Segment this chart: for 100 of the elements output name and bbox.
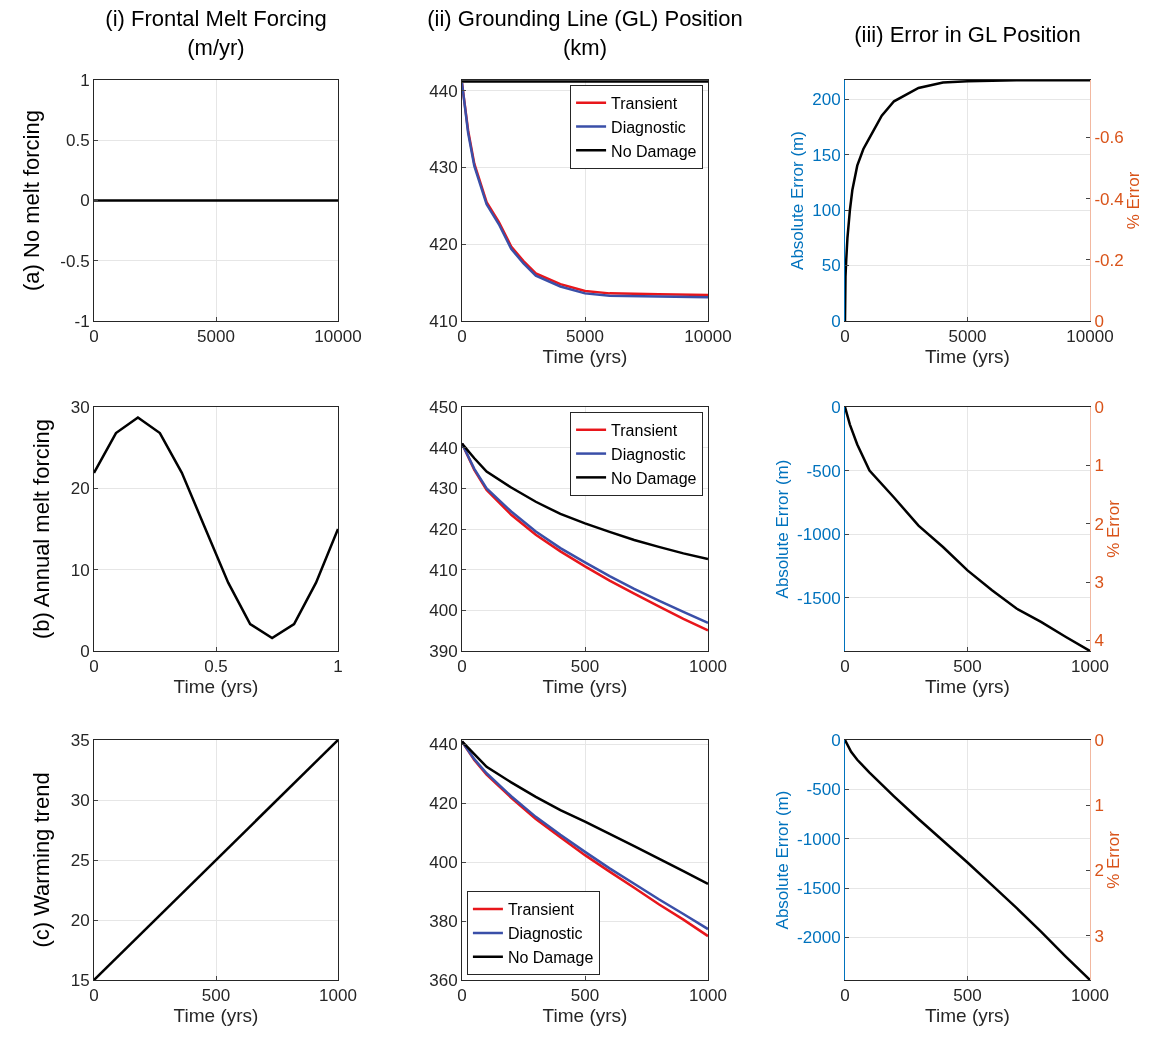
y-tick-label: 410 [429, 560, 458, 580]
y2-axis-title: % Error [1124, 171, 1144, 230]
line-series [845, 80, 1090, 321]
line-series [462, 740, 708, 886]
legend-label: No Damage [611, 469, 697, 487]
y2-tick-label: -0.4 [1094, 189, 1124, 209]
x-axis-title: Time (yrs) [925, 1005, 1010, 1027]
y-tick-label: 150 [812, 145, 841, 165]
x-axis-title: Time (yrs) [173, 1005, 259, 1027]
y2-tick-label: -0.2 [1094, 250, 1124, 270]
x-tick-label: 5000 [948, 327, 987, 347]
y2-tick-label: 0 [1094, 730, 1104, 750]
x-tick-label: 500 [953, 657, 982, 677]
y-tick-label: 420 [429, 794, 458, 814]
y-tick-label: 0 [831, 730, 841, 750]
x-tick-label: 1000 [689, 657, 727, 677]
y-tick-label: -1000 [797, 525, 841, 545]
legend-label: No Damage [507, 948, 594, 966]
x-tick-label: 1000 [689, 986, 727, 1006]
y2-axis-title: % Error [1104, 830, 1124, 889]
legend-label: Transient [507, 901, 575, 919]
y-tick-label: 15 [70, 970, 90, 990]
x-tick-label: 500 [570, 986, 600, 1006]
y-tick-label: 10 [70, 560, 90, 580]
y2-tick-label: 3 [1094, 926, 1104, 946]
x-axis-title: Time (yrs) [542, 676, 628, 698]
y-tick-label: 50 [821, 256, 841, 276]
y-tick-label: 360 [429, 970, 458, 990]
x-tick-label: 10000 [314, 327, 362, 347]
y-tick-label: 420 [429, 519, 458, 539]
y-tick-label: 430 [429, 158, 458, 178]
x-tick-label: 1000 [1071, 986, 1109, 1006]
x-tick-label: 5000 [197, 327, 235, 347]
y2-tick-label: -0.6 [1094, 128, 1124, 148]
line-series [845, 740, 1090, 980]
x-tick-label: 1 [333, 657, 343, 677]
y-axis-title: (a) No melt forcing [19, 110, 45, 291]
legend-label: Transient [611, 94, 678, 112]
y-tick-label: -0.5 [60, 251, 90, 271]
x-axis-title: Time (yrs) [542, 1005, 628, 1027]
y-axis-title: (c) Warming trend [29, 772, 55, 948]
x-tick-label: 1000 [1071, 657, 1109, 677]
chart-title: (i) Frontal Melt Forcing (m/yr) [105, 6, 327, 60]
y-tick-label: -1000 [797, 829, 841, 849]
y-tick-label: 100 [812, 200, 841, 220]
y-tick-label: 20 [70, 910, 90, 930]
chart-title: (iii) Error in GL Position [854, 21, 1081, 47]
x-tick-label: 500 [570, 657, 600, 677]
y-tick-label: 440 [429, 81, 458, 101]
y-tick-label: 200 [812, 90, 841, 110]
y-tick-label: -500 [806, 780, 841, 800]
y-tick-label: 20 [70, 479, 90, 499]
y-tick-label: 450 [429, 397, 458, 417]
y-tick-label: 440 [429, 735, 458, 755]
line-series [94, 416, 338, 640]
y2-tick-label: 1 [1094, 456, 1104, 476]
x-axis-title: Time (yrs) [173, 676, 259, 698]
y-axis-title: (b) Annual melt forcing [29, 418, 55, 640]
x-axis-title: Time (yrs) [542, 346, 628, 368]
y-tick-label: 0 [80, 641, 90, 661]
y-tick-label: 410 [429, 311, 458, 331]
y-tick-label: 0.5 [65, 131, 90, 151]
y-tick-label: 0 [80, 191, 90, 211]
x-tick-label: 0.5 [204, 657, 228, 677]
x-tick-label: 500 [201, 986, 231, 1006]
y-tick-label: -2000 [797, 928, 841, 948]
line-series [462, 442, 708, 561]
y-tick-label: 25 [70, 850, 90, 870]
y-tick-label: 400 [429, 601, 458, 621]
y2-tick-label: 2 [1094, 861, 1104, 881]
y-tick-label: -500 [806, 461, 841, 481]
y-tick-label: 0 [831, 397, 841, 417]
y-tick-label: 430 [429, 479, 458, 499]
y2-tick-label: 4 [1094, 631, 1104, 651]
x-tick-label: 5000 [566, 327, 604, 347]
legend-label: Diagnostic [507, 925, 583, 943]
legend-label: No Damage [611, 142, 697, 160]
y2-tick-label: 1 [1094, 796, 1104, 816]
y-tick-label: 35 [70, 730, 90, 750]
y-tick-label: 440 [429, 438, 458, 458]
y-axis-title: Absolute Error (m) [772, 790, 792, 930]
x-tick-label: 500 [953, 986, 982, 1006]
legend-label: Diagnostic [611, 118, 686, 136]
y-tick-label: 400 [429, 853, 458, 873]
x-tick-label: 10000 [684, 327, 732, 347]
x-axis-title: Time (yrs) [925, 346, 1010, 368]
y-tick-label: -1 [74, 311, 90, 331]
y-tick-label: -1500 [797, 588, 841, 608]
y-tick-label: -1500 [797, 879, 841, 899]
x-axis-title: Time (yrs) [925, 676, 1010, 698]
legend-label: Transient [611, 422, 678, 440]
y-tick-label: 380 [429, 912, 458, 932]
y-tick-label: 30 [70, 397, 90, 417]
y-tick-label: 1 [80, 70, 90, 90]
y-tick-label: 0 [831, 311, 841, 331]
y2-axis-title: % Error [1104, 499, 1124, 558]
y-tick-label: 30 [70, 790, 90, 810]
line-series [845, 407, 1090, 651]
y-axis-title: Absolute Error (m) [787, 131, 807, 270]
x-tick-label: 1000 [319, 986, 357, 1006]
